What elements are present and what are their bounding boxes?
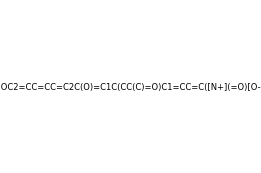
- Text: O=C1OC2=CC=CC=C2C(O)=C1C(CC(C)=O)C1=CC=C([N+](=O)[O-])C=C1: O=C1OC2=CC=CC=C2C(O)=C1C(CC(C)=O)C1=CC=C…: [0, 83, 261, 92]
